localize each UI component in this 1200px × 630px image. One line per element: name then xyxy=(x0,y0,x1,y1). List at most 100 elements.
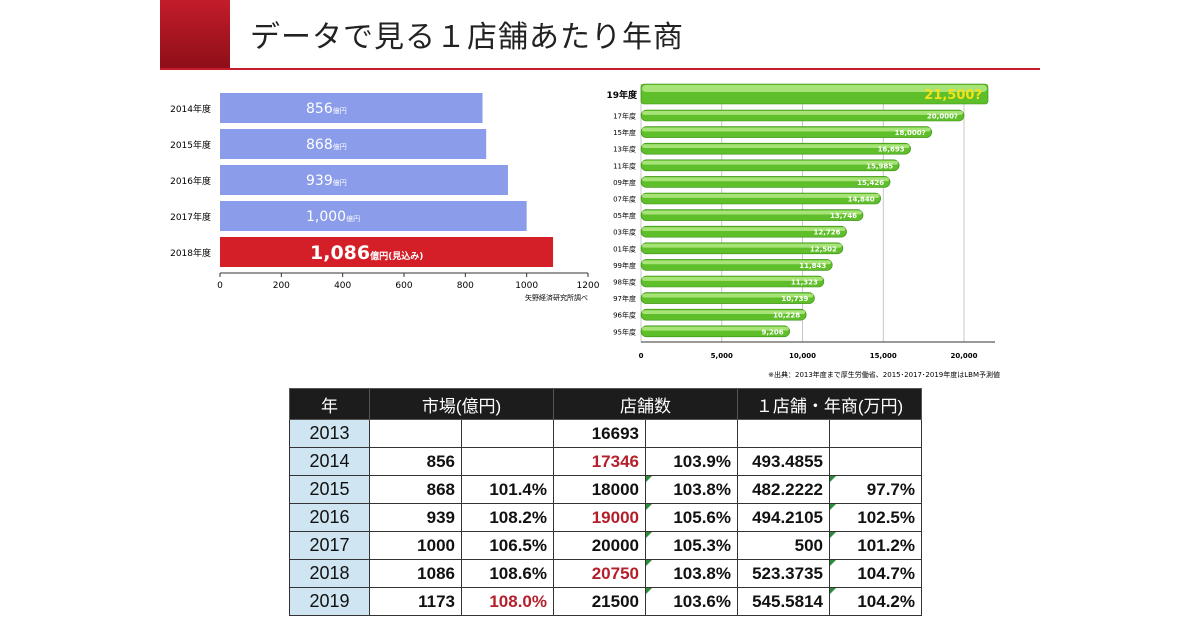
header-market: 市場(億円) xyxy=(369,388,554,420)
year-cell: 2019 xyxy=(289,587,370,616)
x-tick-label: 200 xyxy=(273,281,290,291)
category-label: 07年度 xyxy=(613,195,636,204)
table-cell xyxy=(461,419,554,448)
bar xyxy=(220,237,554,267)
category-label: 05年度 xyxy=(613,211,636,220)
year-cell: 2013 xyxy=(289,419,370,448)
value-label: 18,000? xyxy=(895,129,926,137)
x-tick-label: 400 xyxy=(334,281,351,291)
value-label: 16,693 xyxy=(878,146,905,154)
table-cell xyxy=(369,419,462,448)
source-note: ※出典：2013年度まで厚生労働省、2015･2017･2019年度はLBM予測… xyxy=(768,370,1000,379)
bar-highlight xyxy=(642,277,823,281)
value-label: 11,843 xyxy=(799,262,826,270)
year-cell: 2016 xyxy=(289,503,370,532)
table-row: 2018 1086 108.6% 20750 103.8% 523.3735 104.7% xyxy=(289,559,922,588)
value-label: 15,426 xyxy=(857,179,884,187)
table-cell: 482.2222 xyxy=(737,475,830,504)
value-label: 15,985 xyxy=(866,162,893,170)
table-cell xyxy=(461,447,554,476)
bar xyxy=(220,129,487,159)
table-cell xyxy=(829,447,922,476)
bar-highlight xyxy=(642,243,842,248)
value-label: 11,323 xyxy=(791,279,818,287)
category-label: 17年度 xyxy=(613,112,636,121)
title-rule xyxy=(160,68,1040,70)
header-stores: 店舗数 xyxy=(553,388,738,420)
table-cell: 16693 xyxy=(553,419,646,448)
x-tick-label: 800 xyxy=(457,281,474,291)
category-label: 09年度 xyxy=(613,178,636,187)
bar-highlight xyxy=(642,210,862,215)
value-label: 9,206 xyxy=(762,328,784,336)
table-cell: 856 xyxy=(369,447,462,476)
value-label: 12,726 xyxy=(814,229,841,237)
data-table: 年 市場(億円) 店舗数 １店舗・年商(万円) 2013 16693 2014 856… xyxy=(289,388,922,616)
table-cell: 103.6% xyxy=(645,587,738,616)
bar-highlight xyxy=(642,111,963,115)
category-label: 2018年度 xyxy=(170,247,211,259)
category-label: 03年度 xyxy=(613,228,636,237)
category-label: 13年度 xyxy=(613,145,636,154)
value-label: 10,228 xyxy=(773,312,800,320)
category-label: 95年度 xyxy=(613,327,636,336)
unit-label: 億円 xyxy=(346,214,360,223)
bar-highlight xyxy=(642,194,880,198)
table-cell: 105.6% xyxy=(645,503,738,532)
category-label: 2014年度 xyxy=(170,103,211,115)
category-label: 11年度 xyxy=(613,161,636,170)
x-tick-label: 0 xyxy=(639,352,644,360)
table-cell xyxy=(645,419,738,448)
category-label: 2016年度 xyxy=(170,175,211,187)
category-label: 19年度 xyxy=(606,89,638,101)
year-cell: 2015 xyxy=(289,475,370,504)
value-label: 20,000? xyxy=(927,113,958,121)
bar-highlight xyxy=(642,326,789,331)
table-cell: 20000 xyxy=(553,531,646,560)
category-label: 01年度 xyxy=(613,244,636,253)
table-cell: 493.4855 xyxy=(737,447,830,476)
table-row: 2017 1000 106.5% 20000 105.3% 500 101.2% xyxy=(289,531,922,560)
bar-highlight xyxy=(642,85,987,92)
category-label: 97年度 xyxy=(613,294,636,303)
bar-highlight xyxy=(642,127,931,132)
table-cell: 103.9% xyxy=(645,447,738,476)
bar-highlight xyxy=(642,293,814,298)
table-row: 2019 1173 108.0% 21500 103.6% 545.5814 104.2% xyxy=(289,587,922,616)
table-cell: 105.3% xyxy=(645,531,738,560)
year-cell: 2017 xyxy=(289,531,370,560)
bar xyxy=(220,165,508,195)
source-note: 矢野経済研究所調べ xyxy=(525,293,588,302)
table-cell: 494.2105 xyxy=(737,503,830,532)
category-label: 98年度 xyxy=(613,278,636,287)
title-accent-block xyxy=(160,0,230,68)
x-tick-label: 15,000 xyxy=(870,352,897,360)
x-tick-label: 20,000 xyxy=(950,352,977,360)
x-tick-label: 10,000 xyxy=(789,352,816,360)
value-label: 12,502 xyxy=(810,245,837,253)
table-cell xyxy=(737,419,830,448)
category-label: 2015年度 xyxy=(170,139,211,151)
table-row: 2016 939 108.2% 19000 105.6% 494.2105 102.5% xyxy=(289,503,922,532)
x-tick-label: 600 xyxy=(395,281,412,291)
table-cell: 19000 xyxy=(553,503,646,532)
page-title: データで見る１店舗あたり年商 xyxy=(250,20,684,55)
table-cell: 545.5814 xyxy=(737,587,830,616)
table-cell: 103.8% xyxy=(645,559,738,588)
bar-highlight xyxy=(642,177,890,182)
table-cell: 523.3735 xyxy=(737,559,830,588)
unit-label: 億円 xyxy=(333,178,347,187)
table-cell: 108.6% xyxy=(461,559,554,588)
table-cell: 101.4% xyxy=(461,475,554,504)
table-cell: 103.8% xyxy=(645,475,738,504)
table-cell: 104.7% xyxy=(829,559,922,588)
category-label: 15年度 xyxy=(613,128,636,137)
value-label: 10,739 xyxy=(781,295,808,303)
table-row: 2014 856 17346 103.9% 493.4855 xyxy=(289,447,922,476)
table-cell: 1173 xyxy=(369,587,462,616)
x-tick-label: 5,000 xyxy=(711,352,733,360)
x-tick-label: 0 xyxy=(217,281,223,291)
table-cell: 18000 xyxy=(553,475,646,504)
table-cell: 101.2% xyxy=(829,531,922,560)
